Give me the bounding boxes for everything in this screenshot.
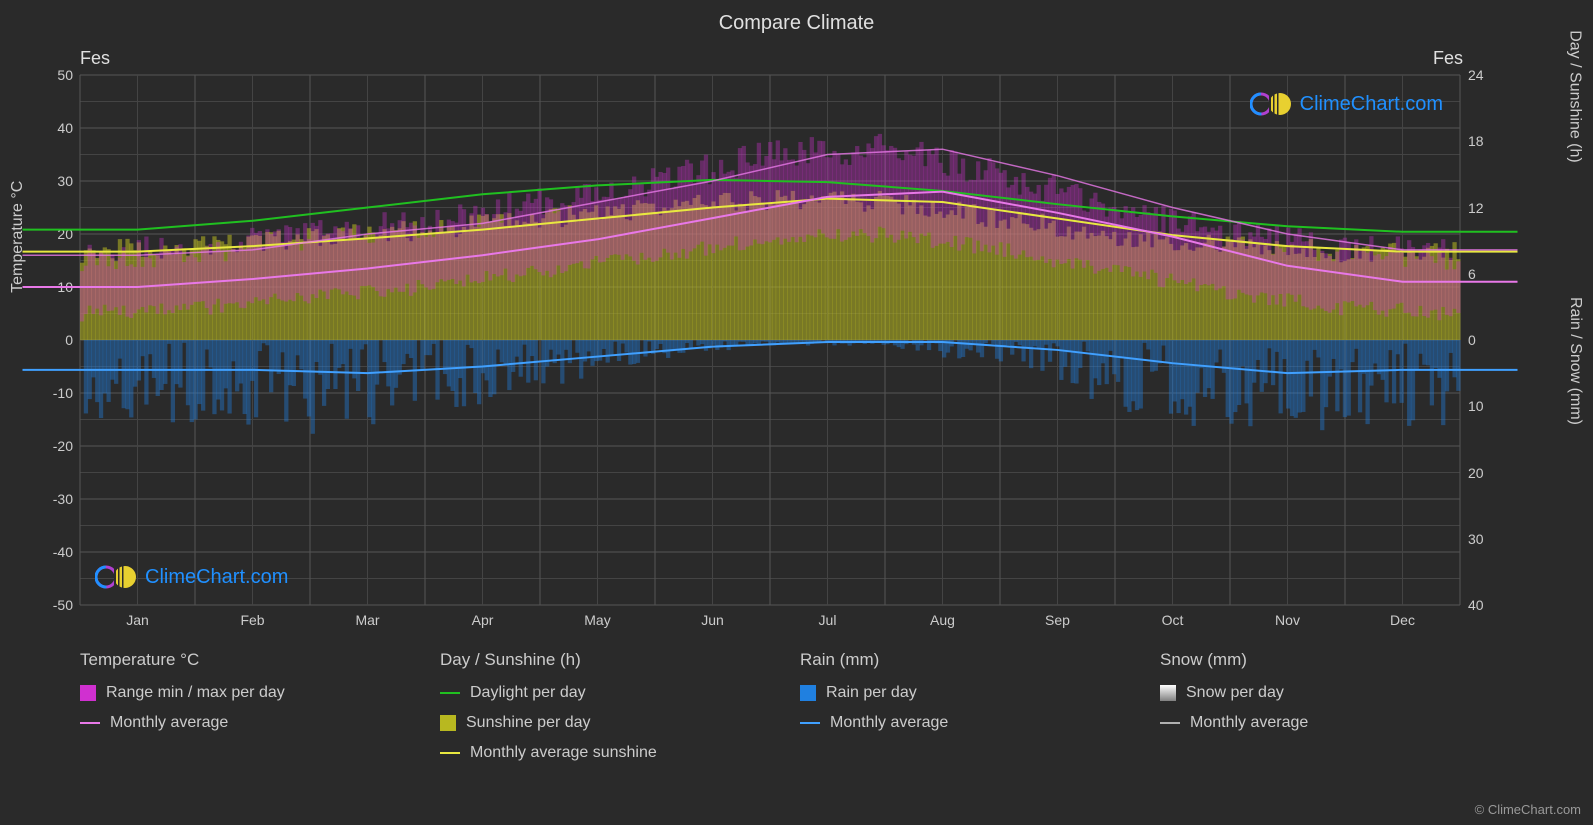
y-left-tick: 20 xyxy=(33,226,73,242)
watermark-logo-bottom: ClimeChart.com xyxy=(95,563,288,591)
y-left-tick: 30 xyxy=(33,173,73,189)
city-label-left: Fes xyxy=(80,48,110,69)
legend: Temperature °C Range min / max per day M… xyxy=(80,650,1520,774)
legend-rain-perday: Rain per day xyxy=(800,684,1160,702)
y-axis-right-bottom-title: Rain / Snow (mm) xyxy=(1566,297,1584,425)
legend-day-title: Day / Sunshine (h) xyxy=(440,650,800,670)
blue-line-icon xyxy=(800,722,820,724)
x-tick: Nov xyxy=(1275,612,1300,628)
y-right-top-tick: 12 xyxy=(1468,200,1508,216)
y-axis-left-title: Temperature °C xyxy=(9,181,27,293)
legend-temp-range: Range min / max per day xyxy=(80,684,440,702)
y-left-tick: 40 xyxy=(33,120,73,136)
chart-title: Compare Climate xyxy=(0,0,1593,35)
y-left-tick: -30 xyxy=(33,491,73,507)
legend-label: Snow per day xyxy=(1186,684,1284,702)
x-tick: Jul xyxy=(819,612,837,628)
legend-label: Daylight per day xyxy=(470,684,586,702)
legend-temp-title: Temperature °C xyxy=(80,650,440,670)
y-left-tick: -20 xyxy=(33,438,73,454)
y-left-tick: 0 xyxy=(33,332,73,348)
legend-snow: Snow (mm) Snow per day Monthly average xyxy=(1160,650,1520,774)
x-tick: Oct xyxy=(1162,612,1184,628)
x-tick: Jun xyxy=(701,612,724,628)
legend-temp: Temperature °C Range min / max per day M… xyxy=(80,650,440,774)
y-right-top-tick: 6 xyxy=(1468,266,1508,282)
copyright: © ClimeChart.com xyxy=(1475,802,1581,817)
watermark-logo-top: ClimeChart.com xyxy=(1250,90,1443,118)
y-left-tick: 50 xyxy=(33,67,73,83)
x-tick: Aug xyxy=(930,612,955,628)
y-right-top-tick: 0 xyxy=(1468,332,1508,348)
legend-label: Monthly average sunshine xyxy=(470,744,657,762)
logo-icon xyxy=(1250,90,1294,118)
legend-rain: Rain (mm) Rain per day Monthly average xyxy=(800,650,1160,774)
watermark-text: ClimeChart.com xyxy=(1300,93,1443,116)
y-left-tick: -50 xyxy=(33,597,73,613)
x-tick: Feb xyxy=(240,612,264,628)
x-tick: Jan xyxy=(126,612,149,628)
white-swatch-icon xyxy=(1160,685,1176,701)
watermark-text: ClimeChart.com xyxy=(145,566,288,589)
legend-rain-avg: Monthly average xyxy=(800,714,1160,732)
y-right-bottom-tick: 20 xyxy=(1468,465,1508,481)
legend-label: Range min / max per day xyxy=(106,684,285,702)
y-left-tick: -10 xyxy=(33,385,73,401)
legend-label: Sunshine per day xyxy=(466,714,591,732)
legend-label: Rain per day xyxy=(826,684,917,702)
y-right-bottom-tick: 40 xyxy=(1468,597,1508,613)
x-tick: Apr xyxy=(472,612,494,628)
logo-icon xyxy=(95,563,139,591)
y-axis-right-top-title: Day / Sunshine (h) xyxy=(1566,30,1584,163)
legend-day: Day / Sunshine (h) Daylight per day Suns… xyxy=(440,650,800,774)
legend-snow-perday: Snow per day xyxy=(1160,684,1520,702)
chart-container: Fes Fes -50 -40 -30 -20 -10 0 10 20 30 40 50 0 6 12 1… xyxy=(0,40,1593,640)
yellow-line-icon xyxy=(440,752,460,754)
legend-sunshine-avg: Monthly average sunshine xyxy=(440,744,800,762)
y-left-tick: -40 xyxy=(33,544,73,560)
pink-line-icon xyxy=(80,722,100,724)
blue-swatch-icon xyxy=(800,685,816,701)
legend-label: Monthly average xyxy=(1190,714,1308,732)
legend-daylight: Daylight per day xyxy=(440,684,800,702)
plot-area xyxy=(80,75,1460,605)
x-tick: Sep xyxy=(1045,612,1070,628)
legend-label: Monthly average xyxy=(110,714,228,732)
legend-sunshine: Sunshine per day xyxy=(440,714,800,732)
green-line-icon xyxy=(440,692,460,694)
magenta-swatch-icon xyxy=(80,685,96,701)
x-tick: Dec xyxy=(1390,612,1415,628)
y-right-top-tick: 24 xyxy=(1468,67,1508,83)
legend-temp-avg: Monthly average xyxy=(80,714,440,732)
legend-label: Monthly average xyxy=(830,714,948,732)
legend-snow-avg: Monthly average xyxy=(1160,714,1520,732)
x-tick: May xyxy=(584,612,610,628)
x-tick: Mar xyxy=(355,612,379,628)
olive-swatch-icon xyxy=(440,715,456,731)
legend-snow-title: Snow (mm) xyxy=(1160,650,1520,670)
y-right-bottom-tick: 10 xyxy=(1468,398,1508,414)
y-right-bottom-tick: 30 xyxy=(1468,531,1508,547)
y-right-top-tick: 18 xyxy=(1468,133,1508,149)
city-label-right: Fes xyxy=(1433,48,1463,69)
legend-rain-title: Rain (mm) xyxy=(800,650,1160,670)
lines-layer xyxy=(80,75,1460,605)
grey-line-icon xyxy=(1160,722,1180,724)
